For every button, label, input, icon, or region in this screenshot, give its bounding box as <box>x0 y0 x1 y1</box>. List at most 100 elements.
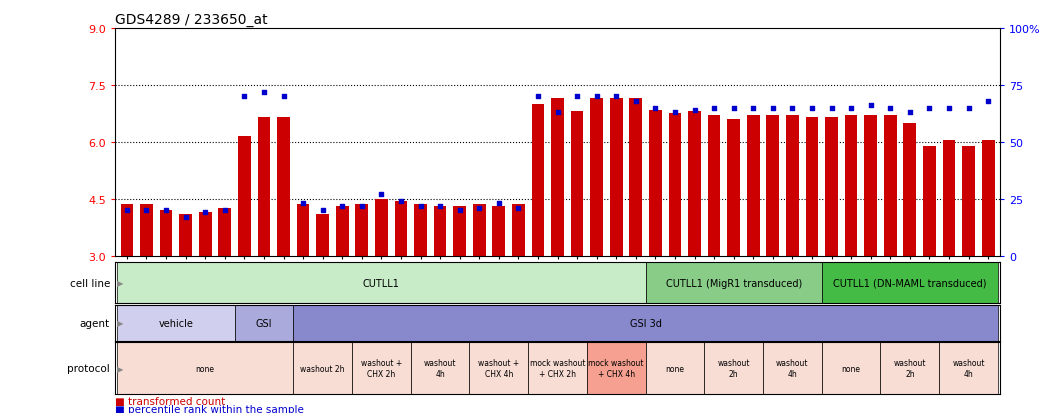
Text: GSI 3d: GSI 3d <box>629 318 662 328</box>
Point <box>158 207 175 214</box>
Point <box>647 105 664 112</box>
Text: ■ transformed count: ■ transformed count <box>115 396 225 406</box>
Bar <box>160 211 173 256</box>
Bar <box>235 305 293 341</box>
Point <box>726 105 742 112</box>
Bar <box>179 214 192 256</box>
Bar <box>881 342 939 394</box>
Bar <box>884 116 896 256</box>
Bar <box>117 262 646 304</box>
Text: ▶: ▶ <box>117 364 124 373</box>
Bar <box>629 99 642 256</box>
Text: washout +
CHX 4h: washout + CHX 4h <box>478 358 519 378</box>
Bar <box>433 207 446 256</box>
Point <box>255 89 272 96</box>
Text: none: none <box>842 364 861 373</box>
Point <box>413 203 429 209</box>
Bar <box>469 342 528 394</box>
Point <box>667 109 684 116</box>
Bar <box>316 214 329 256</box>
Point <box>804 105 821 112</box>
Text: washout
4h: washout 4h <box>776 358 808 378</box>
Point <box>901 109 918 116</box>
Bar <box>395 201 407 256</box>
Text: ■ percentile rank within the sample: ■ percentile rank within the sample <box>115 404 304 413</box>
Bar <box>258 118 270 256</box>
Point <box>510 205 527 211</box>
Point <box>843 105 860 112</box>
Point <box>354 203 371 209</box>
Text: CUTLL1: CUTLL1 <box>363 278 400 288</box>
Bar <box>688 112 700 256</box>
Bar <box>532 104 544 256</box>
Bar <box>982 140 995 256</box>
Text: washout 2h: washout 2h <box>300 364 344 373</box>
Bar <box>591 99 603 256</box>
Bar <box>766 116 779 256</box>
Bar <box>962 146 975 256</box>
Text: ▶: ▶ <box>117 278 124 287</box>
Text: CUTLL1 (MigR1 transduced): CUTLL1 (MigR1 transduced) <box>666 278 802 288</box>
Bar <box>825 118 838 256</box>
Text: vehicle: vehicle <box>158 318 194 328</box>
Point <box>921 105 938 112</box>
Point <box>744 105 761 112</box>
Point <box>530 94 547 100</box>
Bar <box>293 342 352 394</box>
Bar <box>786 116 799 256</box>
Bar <box>199 213 211 256</box>
Point <box>138 207 155 214</box>
Point <box>275 94 292 100</box>
Bar <box>336 207 349 256</box>
Bar <box>120 205 133 256</box>
Bar <box>669 114 682 256</box>
Point <box>686 107 703 114</box>
Point <box>334 203 351 209</box>
Text: washout
4h: washout 4h <box>424 358 456 378</box>
Bar <box>473 205 486 256</box>
Point <box>451 207 468 214</box>
Bar <box>610 99 623 256</box>
Bar <box>571 112 583 256</box>
Bar <box>822 262 998 304</box>
Bar <box>763 342 822 394</box>
Point <box>197 209 214 216</box>
Point <box>294 201 311 207</box>
Text: mock washout
+ CHX 4h: mock washout + CHX 4h <box>588 358 644 378</box>
Bar <box>512 205 525 256</box>
Text: cell line: cell line <box>69 278 110 288</box>
Point <box>549 109 565 116</box>
Bar <box>904 123 916 256</box>
Text: none: none <box>196 364 215 373</box>
Bar <box>587 342 646 394</box>
Bar <box>939 342 998 394</box>
Bar <box>705 342 763 394</box>
Text: mock washout
+ CHX 2h: mock washout + CHX 2h <box>530 358 585 378</box>
Bar <box>410 342 469 394</box>
Text: washout +
CHX 2h: washout + CHX 2h <box>361 358 402 378</box>
Bar <box>805 118 819 256</box>
Bar <box>352 342 410 394</box>
Point <box>588 94 605 100</box>
Text: CUTLL1 (DN-MAML transduced): CUTLL1 (DN-MAML transduced) <box>833 278 986 288</box>
Text: washout
2h: washout 2h <box>717 358 750 378</box>
Point <box>784 105 801 112</box>
Bar <box>708 116 720 256</box>
Bar <box>551 99 564 256</box>
Text: GDS4289 / 233650_at: GDS4289 / 233650_at <box>115 12 268 26</box>
Point <box>431 203 448 209</box>
Bar <box>845 116 857 256</box>
Point <box>393 198 409 205</box>
Text: ▶: ▶ <box>117 318 124 327</box>
Bar <box>117 342 293 394</box>
Bar <box>117 305 235 341</box>
Bar <box>277 118 290 256</box>
Bar <box>646 342 705 394</box>
Bar <box>293 305 998 341</box>
Point <box>177 214 194 221</box>
Point <box>236 94 252 100</box>
Bar <box>140 205 153 256</box>
Bar <box>747 116 760 256</box>
Bar <box>453 207 466 256</box>
Bar <box>296 205 310 256</box>
